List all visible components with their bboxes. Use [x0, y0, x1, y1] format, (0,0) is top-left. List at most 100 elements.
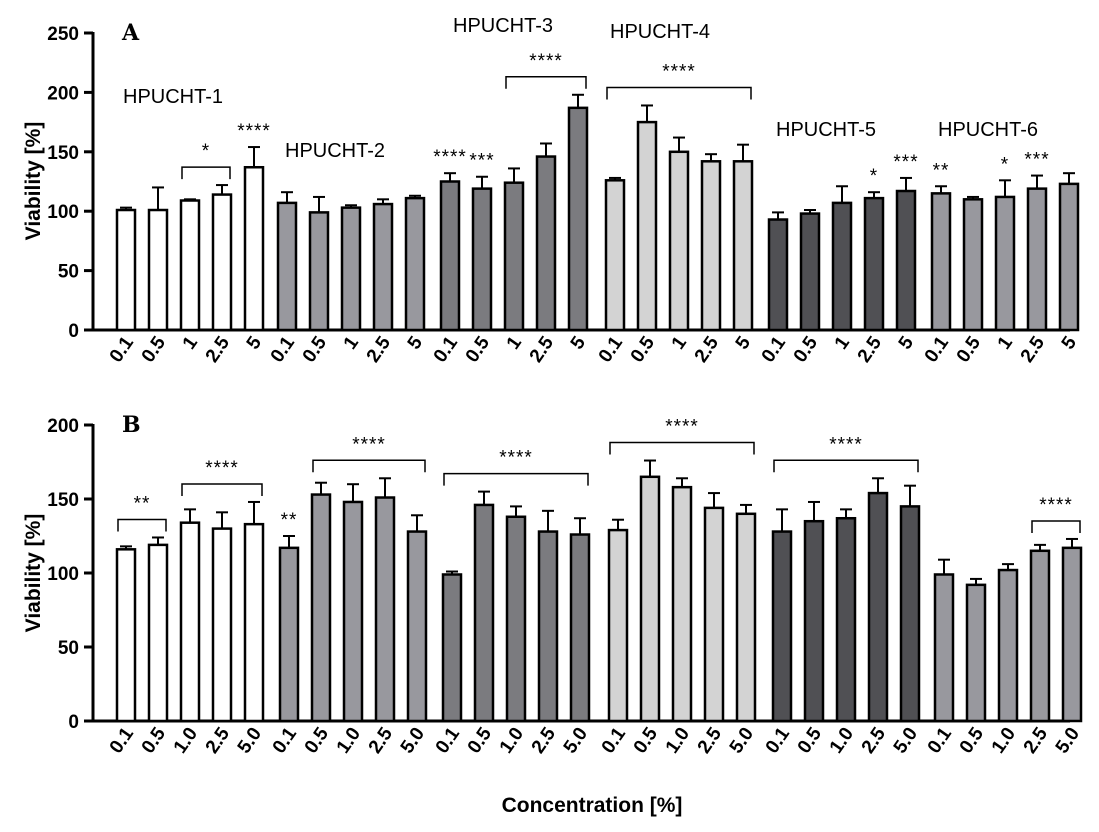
- bar: [962, 198, 984, 332]
- x-tick-label: 2.5: [691, 332, 724, 366]
- bar: [639, 475, 661, 723]
- panel-b: B 0 50 100 150 200 Viability [%] Concentration…: [22, 412, 1084, 817]
- x-tick-label: 1: [340, 332, 364, 353]
- bar: [441, 573, 463, 723]
- bar: [147, 208, 169, 332]
- bar: [471, 187, 493, 332]
- x-tick-label: 2.5: [202, 723, 235, 757]
- group-label: HPUCHT-1: [123, 86, 223, 108]
- x-tick-label: 0.1: [106, 332, 139, 366]
- bar: [276, 201, 298, 332]
- significance-bracket: [606, 86, 752, 100]
- x-tick-label: 0.5: [794, 723, 827, 757]
- x-tick-label: 0.1: [598, 723, 631, 757]
- x-tick-label: 0.1: [762, 723, 795, 757]
- y-tick-label: 200: [47, 83, 79, 104]
- x-tick-label: 1.0: [333, 724, 365, 758]
- bar: [372, 202, 394, 332]
- x-tick-label: 0.1: [267, 332, 300, 366]
- y-tick-label: 100: [47, 564, 79, 585]
- bar: [439, 180, 461, 332]
- bar: [211, 527, 233, 723]
- bar: [933, 573, 955, 723]
- bar: [567, 106, 589, 332]
- significance-label: **: [933, 160, 950, 181]
- x-tick-label: 2.5: [526, 332, 559, 366]
- significance-label: ****: [237, 121, 271, 142]
- x-tick-label: 2.5: [858, 723, 891, 757]
- bracket-label: **: [134, 493, 151, 514]
- bracket-label: ****: [662, 61, 696, 82]
- bracket-label: *: [202, 141, 210, 162]
- bar: [310, 493, 332, 723]
- x-tick-label: 1: [179, 332, 203, 353]
- x-tick-label: 0.5: [790, 332, 823, 366]
- x-axis-label: Concentration [%]: [502, 794, 683, 817]
- significance-label: ***: [1024, 150, 1049, 171]
- x-tick-label: 1.0: [826, 724, 858, 758]
- bar: [930, 192, 952, 332]
- x-tick-label: 0.1: [921, 332, 954, 366]
- x-tick-label: 5: [732, 332, 756, 353]
- bracket-label: ****: [352, 434, 386, 455]
- x-tick-label: 2.5: [365, 723, 398, 757]
- x-tick-label: 1.0: [662, 724, 694, 758]
- group-label: HPUCHT-3: [453, 15, 553, 37]
- significance-label: *: [1001, 154, 1009, 175]
- x-tick-label: 0.1: [430, 332, 463, 366]
- x-tick-label: 0.1: [758, 332, 791, 366]
- significance-bracket: [773, 459, 919, 473]
- bar: [278, 546, 300, 723]
- bracket-label: ****: [665, 417, 699, 438]
- bar: [799, 212, 821, 332]
- significance-bracket: [1031, 520, 1081, 533]
- bracket-label: ****: [1039, 495, 1073, 516]
- x-tick-label: 2.5: [363, 332, 396, 366]
- bar: [147, 543, 169, 723]
- bar: [863, 196, 885, 332]
- x-tick-label: 5.0: [560, 724, 592, 758]
- x-tick-label: 0.5: [464, 723, 497, 757]
- x-tick-label: 5.0: [890, 724, 922, 758]
- bar: [537, 530, 559, 723]
- x-tick-label: 0.5: [138, 332, 171, 366]
- panel-a-letter: A: [121, 20, 140, 46]
- x-tick-label: 0.1: [269, 723, 302, 757]
- bar: [535, 155, 557, 332]
- significance-label: **: [281, 510, 298, 531]
- bar: [767, 218, 789, 332]
- y-tick-label: 250: [47, 24, 79, 45]
- bar: [994, 195, 1016, 332]
- group-label: HPUCHT-2: [285, 140, 385, 162]
- bar: [404, 196, 426, 332]
- x-tick-label: 1: [831, 332, 855, 353]
- x-tick-label: 5.0: [726, 724, 758, 758]
- bar: [965, 583, 987, 723]
- x-tick-label: 0.5: [630, 723, 663, 757]
- bracket-label: ****: [529, 51, 563, 72]
- bar: [340, 206, 362, 332]
- x-tick-label: 0.5: [299, 332, 332, 366]
- significance-bracket: [312, 459, 426, 473]
- bar: [668, 150, 690, 332]
- significance-label: ***: [469, 151, 494, 172]
- y-tick-label: 100: [47, 202, 79, 223]
- x-tick-label: 0.1: [924, 723, 957, 757]
- x-tick-label: 1: [994, 332, 1018, 353]
- y-tick-label: 150: [47, 143, 79, 164]
- y-tick-label: 50: [58, 638, 79, 659]
- y-tick-label: 0: [68, 321, 79, 342]
- x-tick-label: 1.0: [988, 724, 1020, 758]
- x-tick-label: 2.5: [1020, 723, 1053, 757]
- bar: [115, 208, 137, 332]
- y-tick-label: 0: [68, 712, 79, 733]
- x-tick-label: 2.5: [528, 723, 561, 757]
- significance-bracket: [181, 166, 231, 180]
- x-tick-label: 5: [895, 332, 919, 353]
- bar: [831, 201, 853, 332]
- bar: [703, 506, 725, 723]
- x-tick-label: 5: [1058, 332, 1082, 353]
- bar: [211, 193, 233, 332]
